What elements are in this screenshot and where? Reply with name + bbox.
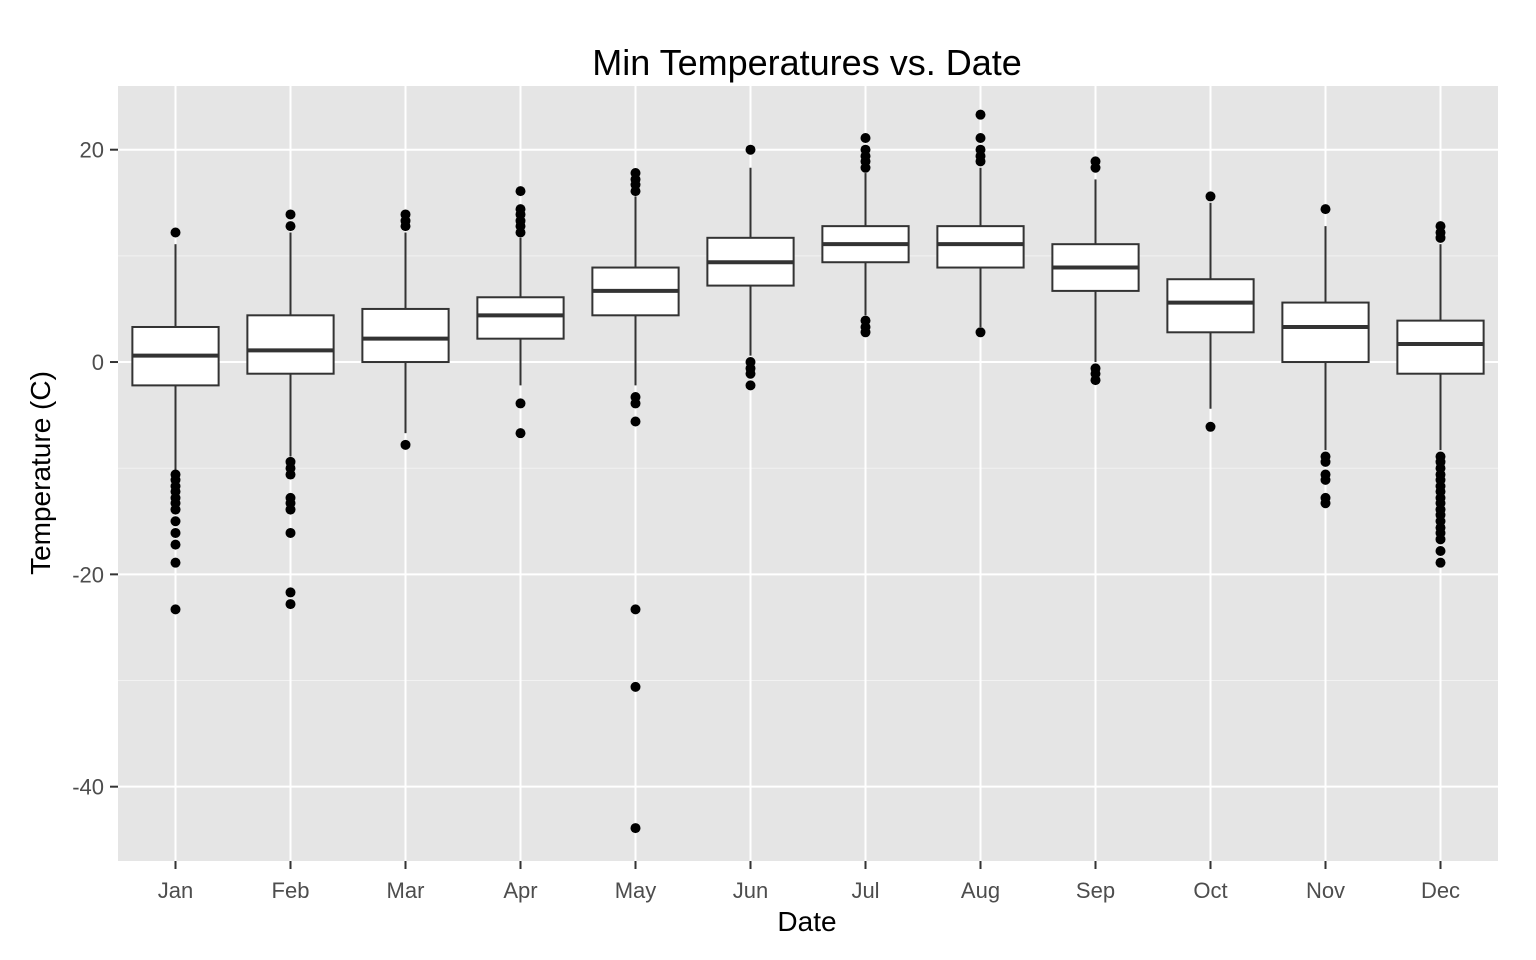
outlier-point: [1090, 162, 1101, 173]
outlier-point: [860, 327, 871, 338]
outlier-point: [975, 109, 986, 120]
outlier-point: [860, 133, 871, 144]
outlier-point: [630, 398, 641, 409]
outlier-point: [515, 227, 526, 238]
y-tick-label: 0: [92, 350, 104, 375]
x-tick-label: Mar: [387, 878, 425, 903]
boxes: [131, 109, 1485, 834]
outlier-point: [285, 221, 296, 232]
x-tick-label: Oct: [1193, 878, 1227, 903]
outlier-point: [400, 439, 411, 450]
outlier-point: [170, 539, 181, 550]
box-jan: [131, 227, 220, 615]
box-aug: [936, 109, 1025, 338]
outlier-point: [1435, 534, 1446, 545]
box-may: [591, 168, 680, 834]
outlier-point: [630, 681, 641, 692]
outlier-point: [745, 368, 756, 379]
plot-background: [118, 86, 1498, 861]
outlier-point: [1435, 546, 1446, 556]
y-tick-label: -20: [72, 562, 104, 587]
outlier-point: [630, 823, 641, 834]
outlier-point: [285, 527, 296, 538]
outlier-point: [285, 504, 296, 515]
box-oct: [1166, 191, 1255, 432]
y-tick-label: -40: [72, 775, 104, 800]
outlier-point: [1435, 557, 1446, 568]
outlier-point: [1320, 498, 1331, 509]
box-iqr: [361, 307, 450, 364]
box-iqr: [936, 225, 1025, 269]
outlier-point: [170, 557, 181, 568]
outlier-point: [170, 504, 181, 515]
box-jun: [706, 144, 795, 391]
y-axis-ticks: -40 -20 0 20: [72, 138, 118, 800]
outlier-point: [1435, 232, 1446, 243]
outlier-point: [630, 604, 641, 615]
outlier-point: [285, 209, 296, 220]
box-iqr: [1396, 319, 1485, 375]
box-mar: [361, 209, 450, 450]
box-iqr: [1281, 301, 1370, 364]
y-axis-title: Temperature (C): [25, 371, 56, 575]
x-axis-title: Date: [777, 906, 836, 937]
box-dec: [1396, 221, 1485, 568]
x-axis-ticks: Jan Feb Mar Apr May Jun Jul Aug Sep Oct Nov Dec: [158, 861, 1460, 903]
box-iqr: [246, 314, 335, 375]
x-tick-label: Dec: [1421, 878, 1460, 903]
outlier-point: [170, 227, 181, 238]
x-tick-label: Jul: [851, 878, 879, 903]
outlier-point: [860, 162, 871, 173]
outlier-point: [515, 398, 526, 409]
box-iqr: [476, 296, 565, 340]
x-tick-label: Nov: [1306, 878, 1345, 903]
outlier-point: [170, 516, 181, 527]
outlier-point: [1320, 204, 1331, 215]
x-tick-label: Jun: [733, 878, 768, 903]
chart-title: Min Temperatures vs. Date: [592, 42, 1022, 83]
outlier-point: [1320, 456, 1331, 467]
x-tick-label: Sep: [1076, 878, 1115, 903]
box-iqr: [1166, 278, 1255, 334]
outlier-point: [170, 604, 181, 615]
outlier-point: [515, 186, 526, 197]
outlier-point: [975, 156, 986, 167]
outlier-point: [170, 527, 181, 538]
outlier-point: [515, 428, 526, 439]
box-nov: [1281, 204, 1370, 509]
box-jul: [821, 133, 910, 338]
box-feb: [246, 209, 335, 610]
outlier-point: [400, 221, 411, 232]
outlier-point: [745, 144, 756, 155]
outlier-point: [1320, 474, 1331, 485]
outlier-point: [630, 416, 641, 427]
x-tick-label: Feb: [272, 878, 310, 903]
outlier-point: [1205, 421, 1216, 432]
outlier-point: [1205, 191, 1216, 202]
outlier-point: [285, 587, 296, 598]
outlier-point: [745, 380, 756, 391]
outlier-point: [630, 186, 641, 197]
box-sep: [1051, 156, 1140, 386]
x-tick-label: May: [615, 878, 657, 903]
outlier-point: [285, 599, 296, 610]
outlier-point: [1090, 375, 1101, 386]
y-tick-label: 20: [80, 138, 104, 163]
x-tick-label: Apr: [503, 878, 537, 903]
box-apr: [476, 186, 565, 439]
x-tick-label: Jan: [158, 878, 193, 903]
outlier-point: [975, 327, 986, 338]
x-tick-label: Aug: [961, 878, 1000, 903]
outlier-point: [975, 133, 986, 144]
outlier-point: [285, 469, 296, 480]
